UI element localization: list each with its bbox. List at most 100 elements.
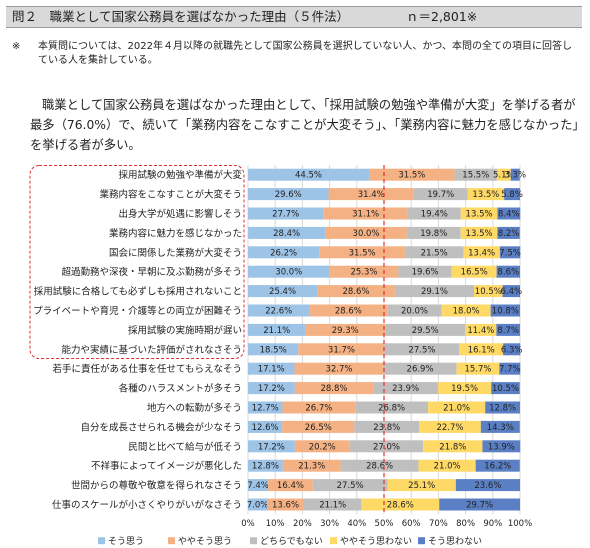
legend-entry: ややそう思う bbox=[178, 536, 232, 547]
data-label: 21.8% bbox=[439, 442, 466, 452]
category-label: 出身大学が処遇に影響しそう bbox=[118, 208, 242, 220]
bar-segment bbox=[491, 382, 520, 395]
bar-segment bbox=[423, 440, 483, 453]
data-label: 16.4% bbox=[277, 481, 304, 491]
legend-swatch bbox=[168, 537, 175, 545]
bar-segment bbox=[387, 304, 442, 317]
data-label: 7.0% bbox=[247, 501, 269, 511]
question-header: 問２ 職業として国家公務員を選ばなかった理由（５件法） ｎ＝2,801※ bbox=[6, 6, 582, 28]
data-label: 21.5% bbox=[421, 248, 448, 258]
data-label: 16.5% bbox=[461, 268, 488, 278]
data-label: 10.5% bbox=[475, 287, 502, 297]
bar-segment bbox=[454, 168, 497, 181]
bar-segment bbox=[394, 285, 475, 298]
data-label: 23.9% bbox=[392, 384, 419, 394]
category-label: 業務内容をこなすことが大変そう bbox=[99, 189, 242, 201]
bar-segment bbox=[248, 479, 269, 492]
x-tick-label: 40% bbox=[347, 519, 366, 529]
bar-segment bbox=[248, 168, 370, 181]
bar-segment bbox=[361, 498, 440, 511]
data-label: 10.8% bbox=[492, 307, 519, 317]
bar-segment bbox=[467, 188, 505, 201]
legend-entry: そう思わない bbox=[428, 536, 482, 547]
data-label: 17.1% bbox=[258, 365, 285, 375]
bar-segment bbox=[482, 440, 521, 453]
bar-segment bbox=[294, 362, 384, 375]
data-label: 11.4% bbox=[467, 326, 494, 336]
bar-segment bbox=[340, 459, 419, 472]
data-label: 14.3% bbox=[487, 423, 514, 433]
legend-entry: そう思う bbox=[108, 536, 144, 547]
data-label: 15.7% bbox=[464, 365, 491, 375]
category-label: 各種のハラスメントが多そう bbox=[119, 383, 242, 395]
bar-segment bbox=[428, 401, 486, 414]
data-label: 29.3% bbox=[332, 326, 359, 336]
bar-segment bbox=[248, 498, 268, 511]
data-label: 25.3% bbox=[351, 268, 378, 278]
category-label: 地方への転勤が多そう bbox=[147, 402, 242, 414]
bar-segment bbox=[504, 188, 520, 201]
bar-segment bbox=[248, 459, 283, 472]
sample-size: ｎ＝2,801※ bbox=[406, 9, 478, 24]
data-label: 32.7% bbox=[325, 365, 352, 375]
data-label: 30.0% bbox=[353, 229, 380, 239]
bar-segment bbox=[248, 188, 329, 201]
data-label: 19.7% bbox=[427, 190, 454, 200]
data-label: 28.6% bbox=[387, 501, 414, 511]
category-label: 採用試験に合格しても必ずしも採用されないこと bbox=[34, 286, 242, 298]
bar-segment bbox=[502, 285, 520, 298]
bar-segment bbox=[248, 304, 310, 317]
data-label: 19.6% bbox=[412, 268, 439, 278]
data-label: 28.4% bbox=[273, 229, 300, 239]
x-tick-label: 0% bbox=[241, 519, 255, 529]
category-label: 超過勤務や深夜・早朝に及ぶ勤務が多そう bbox=[61, 266, 242, 278]
data-label: 25.1% bbox=[408, 481, 435, 491]
bar-segment bbox=[369, 168, 455, 181]
category-label: 若手に責任がある仕事を任せてもらえなそう bbox=[52, 363, 242, 375]
data-label: 16.2% bbox=[484, 462, 511, 472]
data-label: 8.7% bbox=[497, 326, 519, 336]
data-label: 17.2% bbox=[258, 384, 285, 394]
stacked-bar-chart: 0% 10% 20% 30% 40% 50% 60% 70% 80% 90% 100% 採用試験の勉強… bbox=[29, 165, 532, 547]
bar-segment bbox=[248, 226, 326, 239]
bar-segment bbox=[460, 226, 498, 239]
bar-segment bbox=[419, 420, 481, 433]
bar-segment bbox=[248, 285, 318, 298]
bar-segment bbox=[294, 440, 350, 453]
summary-text: 職業として国家公務員を選ばなかった理由として、「採用試験の勉強や準備が大変」を挙… bbox=[30, 98, 579, 152]
category-label: 自分を成長させられる機会が少なそう bbox=[80, 421, 242, 433]
x-tick-label: 90% bbox=[483, 519, 502, 529]
data-label: 28.8% bbox=[320, 384, 347, 394]
data-label: 7.4% bbox=[247, 481, 269, 491]
data-label: 20.0% bbox=[401, 307, 428, 317]
bar-segment bbox=[407, 207, 461, 220]
category-label: 採用試験の実施時期が遅い bbox=[128, 324, 242, 336]
data-label: 30.0% bbox=[275, 268, 302, 278]
data-label: 15.5% bbox=[462, 171, 489, 181]
data-label: 6.3% bbox=[501, 345, 523, 355]
data-label: 3.3% bbox=[504, 171, 526, 181]
bar-segment bbox=[459, 343, 504, 356]
data-label: 27.7% bbox=[272, 210, 299, 220]
bar-segment bbox=[329, 265, 399, 278]
bar-segment bbox=[248, 420, 283, 433]
bar-segment bbox=[384, 343, 460, 356]
data-label: 29.7% bbox=[466, 501, 493, 511]
bar-segment bbox=[497, 226, 520, 239]
data-label: 13.5% bbox=[466, 229, 493, 239]
bar-segment bbox=[248, 265, 330, 278]
bar-segment bbox=[282, 459, 341, 472]
data-label: 13.6% bbox=[272, 501, 299, 511]
bar-segment bbox=[319, 246, 405, 259]
bar-segment bbox=[387, 479, 456, 492]
data-label: 18.5% bbox=[260, 345, 287, 355]
data-label: 6.4% bbox=[500, 287, 522, 297]
data-label: 13.5% bbox=[472, 190, 499, 200]
data-label: 26.5% bbox=[305, 423, 332, 433]
data-label: 13.4% bbox=[468, 248, 495, 258]
bar-segment bbox=[248, 382, 295, 395]
bar-segment bbox=[485, 401, 520, 414]
category-label: 国会に関係した業務が大変そう bbox=[109, 247, 242, 259]
data-label: 5.1% bbox=[493, 171, 515, 181]
data-label: 16.1% bbox=[468, 345, 495, 355]
